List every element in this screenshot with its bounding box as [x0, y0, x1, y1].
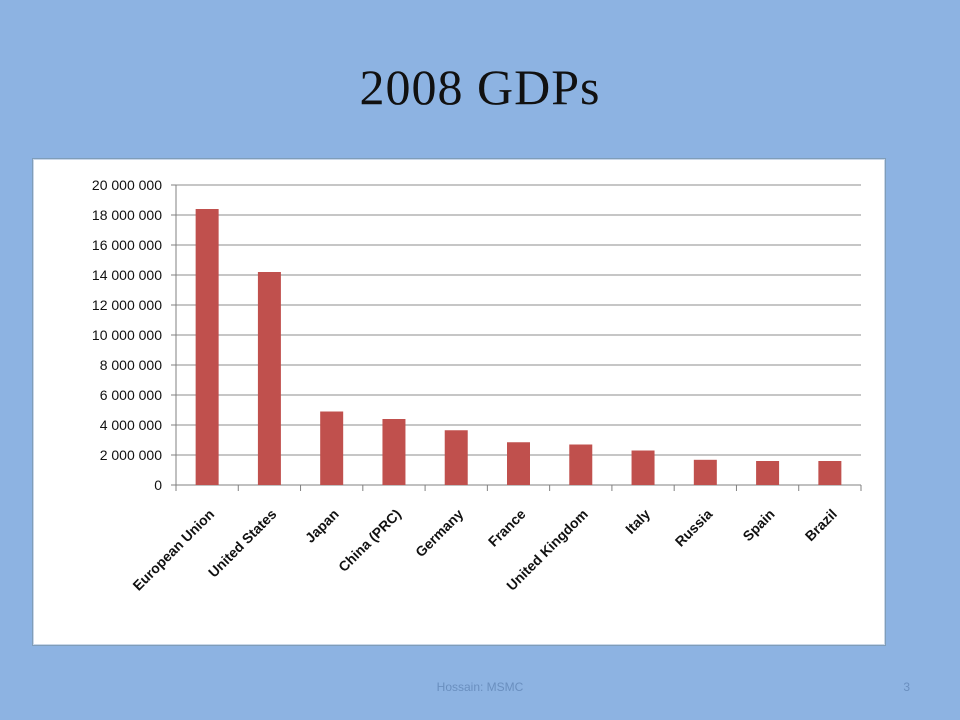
bar: [320, 411, 344, 485]
chart-frame: 0 2 000 000 4 000 000 6 000 000 8 000 000 10 …: [32, 158, 886, 646]
bar: [756, 461, 780, 485]
page-number: 3: [903, 680, 910, 694]
x-category-label: Russia: [672, 506, 716, 550]
bar: [382, 419, 406, 485]
bar: [631, 450, 655, 485]
y-tick-label: 0: [154, 477, 162, 493]
bar: [195, 209, 219, 485]
y-tick-label: 18 000 000: [92, 207, 162, 223]
bar: [693, 459, 717, 485]
bar-chart: 0 2 000 000 4 000 000 6 000 000 8 000 000 10 …: [92, 177, 862, 594]
slide-title: 2008 GDPs: [359, 59, 601, 115]
bar: [257, 272, 281, 485]
x-category-label: Germany: [412, 506, 466, 560]
footer-author: Hossain: MSMC: [436, 680, 524, 694]
y-tick-label: 10 000 000: [92, 327, 162, 343]
x-category-label: France: [485, 506, 529, 550]
bar: [569, 444, 593, 485]
bar: [507, 442, 530, 485]
bar: [444, 430, 468, 485]
y-tick-label: 6 000 000: [100, 387, 162, 403]
y-tick-label: 2 000 000: [100, 447, 162, 463]
y-tick-label: 4 000 000: [100, 417, 162, 433]
y-tick-label: 14 000 000: [92, 267, 162, 283]
x-category-label: European Union: [129, 506, 217, 594]
x-category-label: Spain: [739, 506, 777, 544]
x-category-label: Brazil: [802, 506, 840, 544]
x-category-label: Japan: [302, 506, 342, 546]
y-tick-label: 16 000 000: [92, 237, 162, 253]
y-tick-label: 12 000 000: [92, 297, 162, 313]
y-tick-label: 8 000 000: [100, 357, 162, 373]
x-category-label: Italy: [622, 506, 653, 537]
bar: [818, 461, 842, 485]
x-category-label: China (PRC): [335, 506, 404, 575]
y-tick-label: 20 000 000: [92, 177, 162, 193]
